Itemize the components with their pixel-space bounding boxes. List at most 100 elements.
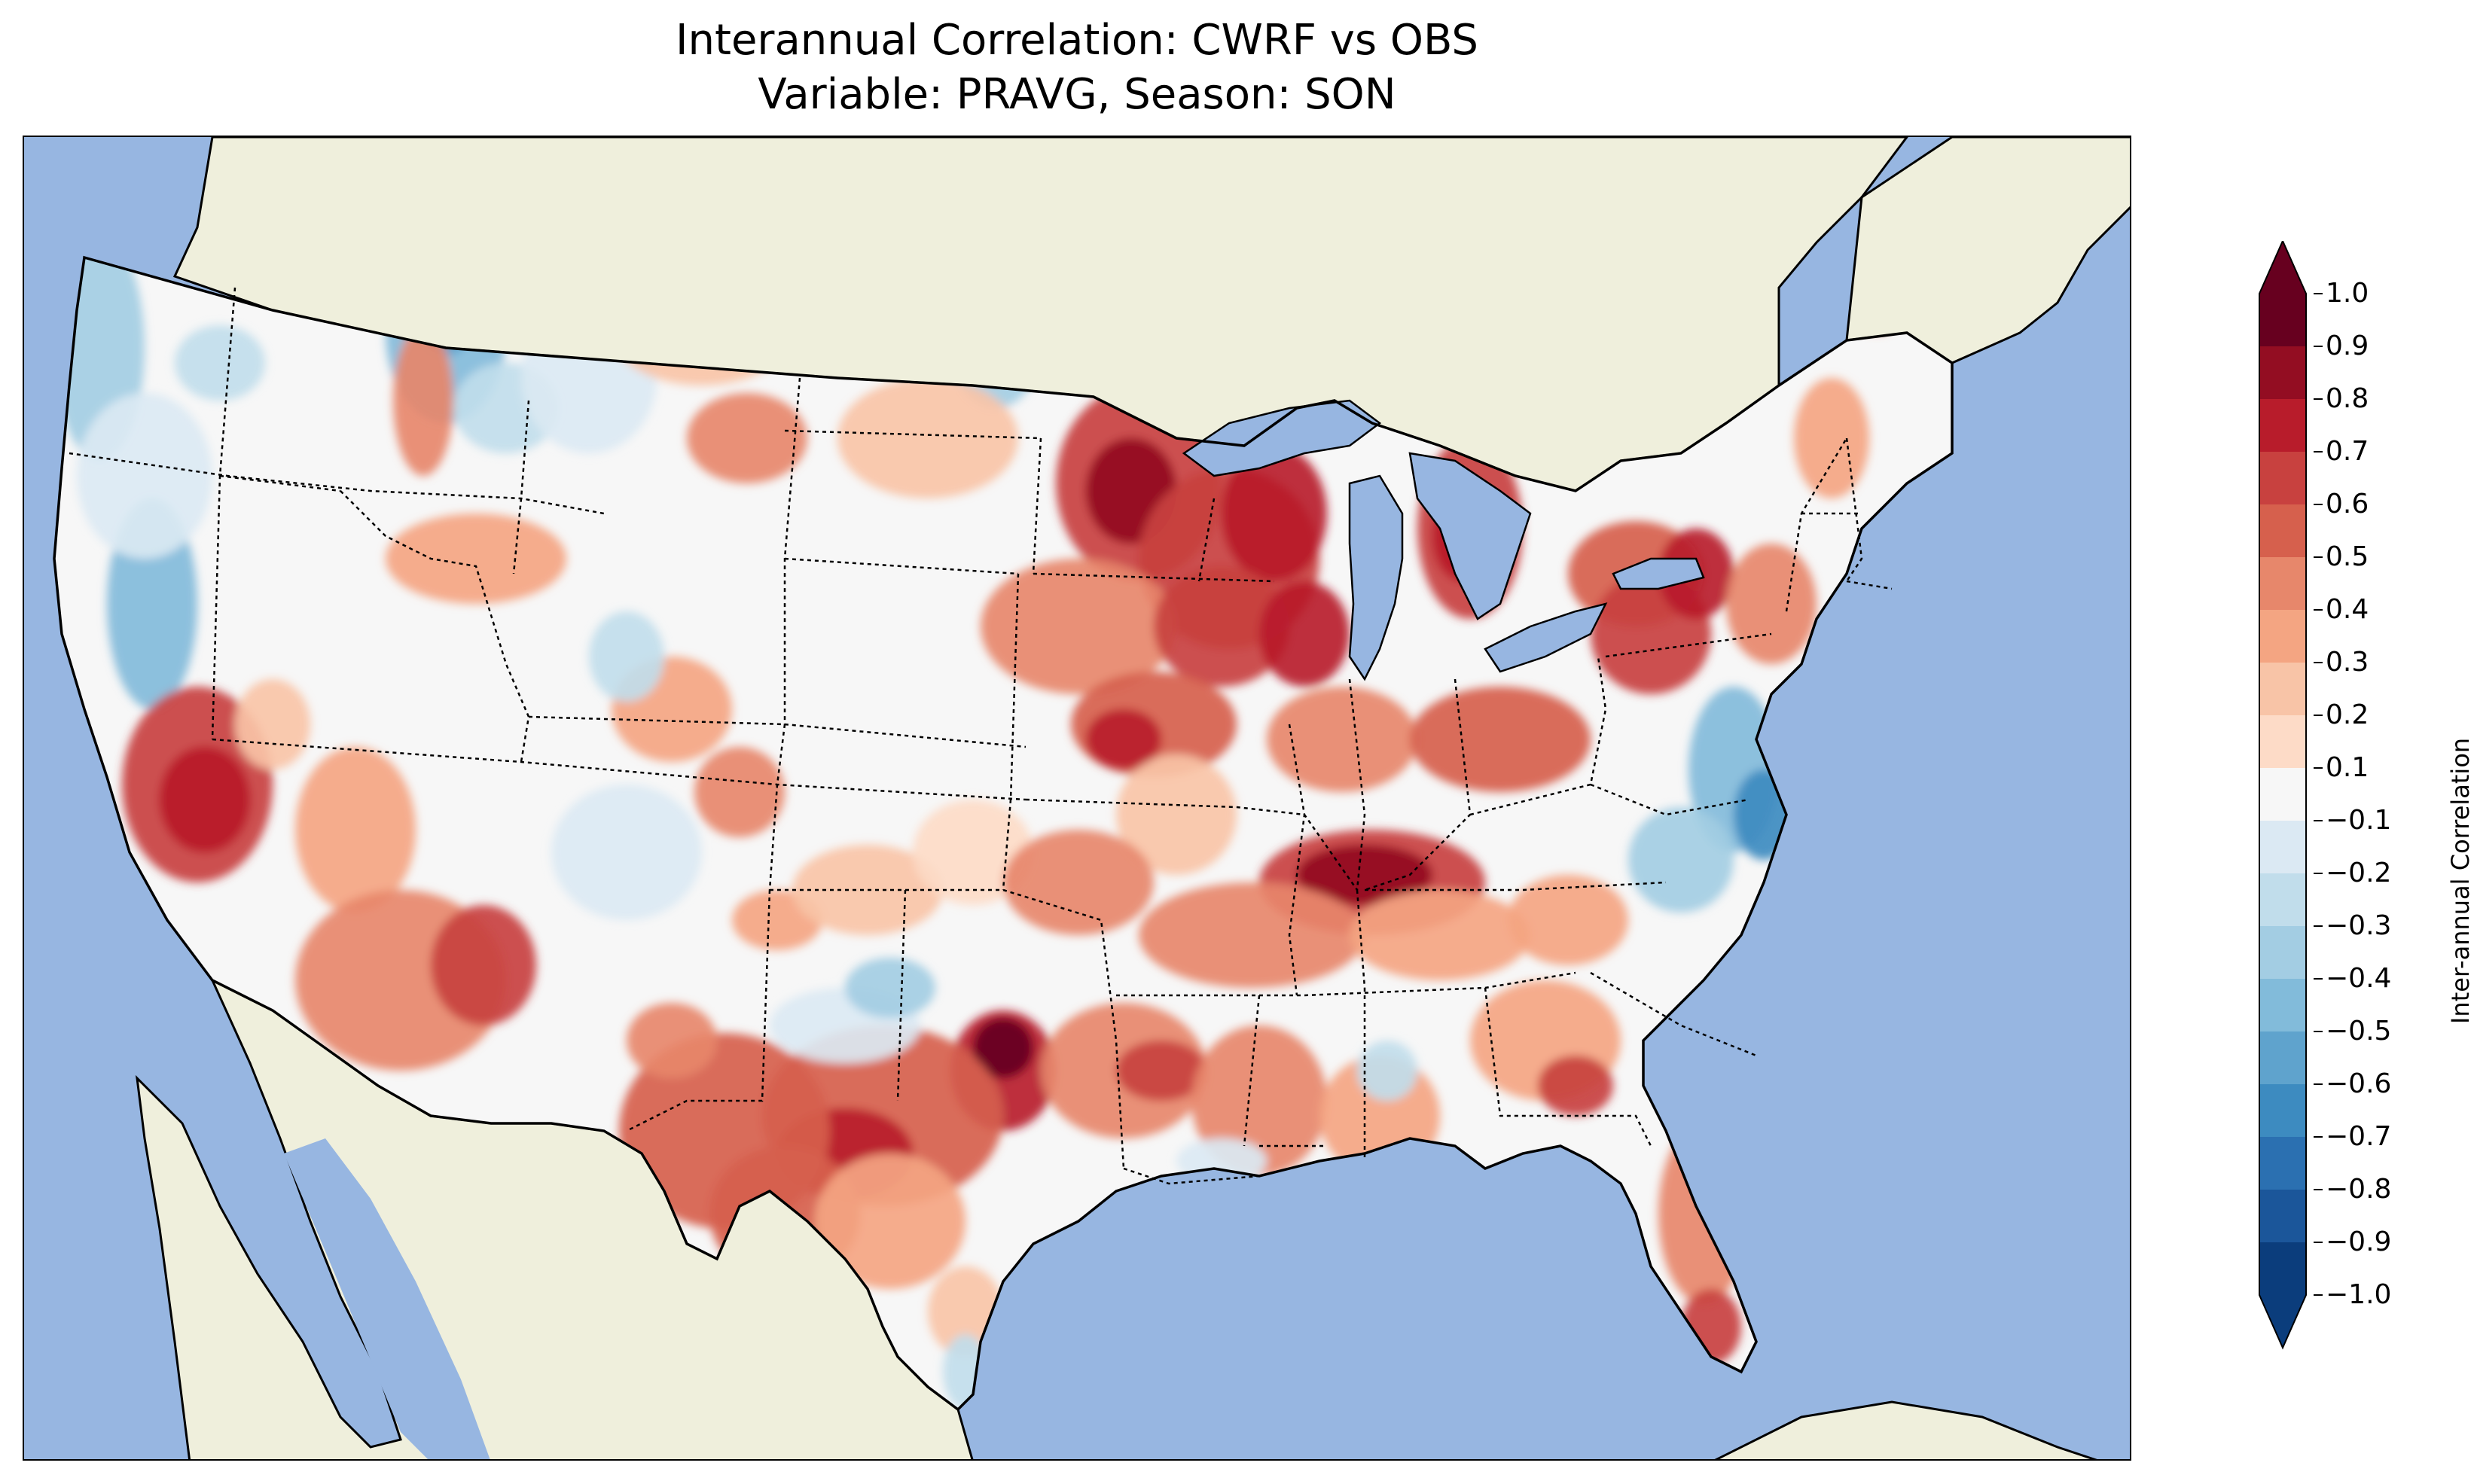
- colorbar-tick-label: 0.6: [2326, 489, 2369, 520]
- colorbar-tick-mark: [2314, 398, 2323, 400]
- correlation-region: [589, 611, 664, 702]
- colorbar-tick-mark: [2314, 1083, 2323, 1085]
- great-lakes: [1182, 399, 1705, 681]
- colorbar-tick-mark: [2314, 662, 2323, 663]
- colorbar-tick-label: −0.2: [2326, 858, 2392, 888]
- colorbar-bin: [2259, 926, 2306, 980]
- colorbar-bin: [2259, 1084, 2306, 1138]
- colorbar-tick-label: 1.0: [2326, 278, 2369, 309]
- correlation-region: [1154, 566, 1289, 687]
- correlation-region: [1003, 830, 1154, 935]
- colorbar-tick-label: −0.5: [2326, 1016, 2392, 1047]
- map-frame: [23, 136, 2131, 1461]
- colorbar-tick-label: 0.4: [2326, 594, 2369, 625]
- colorbar-bin: [2259, 557, 2306, 611]
- colorbar-tick-label: −0.4: [2326, 963, 2392, 994]
- correlation-region: [1191, 1025, 1327, 1176]
- colorbar-tick-label: 0.5: [2326, 541, 2369, 572]
- colorbar-bin: [2259, 663, 2306, 716]
- correlation-region: [981, 559, 1176, 694]
- colorbar-bin: [2259, 294, 2306, 347]
- colorbar-tick-label: 0.3: [2326, 647, 2369, 678]
- chart-title-line-1: Interannual Correlation: CWRF vs OBS: [676, 16, 1478, 65]
- colorbar-bin: [2259, 715, 2306, 769]
- correlation-region: [175, 325, 265, 401]
- colorbar-tick-mark: [2314, 1136, 2323, 1138]
- colorbar-tick-mark: [2314, 1189, 2323, 1190]
- correlation-region: [1259, 581, 1350, 687]
- colorbar-tick-label: −0.1: [2326, 805, 2392, 836]
- colorbar-tick-mark: [2314, 715, 2323, 716]
- colorbar-tick-label: −0.9: [2326, 1227, 2392, 1257]
- correlation-region: [160, 747, 250, 852]
- baja-gulf-water: [284, 1138, 490, 1459]
- correlation-region: [837, 378, 1018, 498]
- colorbar-extend-min: [2259, 1295, 2306, 1348]
- colorbar-bin: [2259, 346, 2306, 400]
- colorbar-tick-mark: [2314, 556, 2323, 558]
- colorbar-tick-label: −0.6: [2326, 1068, 2392, 1099]
- correlation-region: [1267, 687, 1417, 792]
- lake-superior: [1182, 399, 1382, 477]
- colorbar-tick-mark: [2314, 1294, 2323, 1296]
- colorbar: 1.0 0.9 0.8 0.7 0.6 0.5 0.4 0.3 0.2 0.1 −0.1 −0.2 −0…: [2252, 241, 2474, 1370]
- colorbar-tick-mark: [2314, 451, 2323, 453]
- colorbar-scale: [2259, 241, 2307, 1350]
- colorbar-bin: [2259, 504, 2306, 558]
- colorbar-tick-label: 0.2: [2326, 699, 2369, 730]
- correlation-region: [386, 513, 566, 604]
- correlation-region: [845, 958, 935, 1018]
- colorbar-tick-label: 0.8: [2326, 383, 2369, 414]
- colorbar-bin: [2259, 821, 2306, 874]
- colorbar-tick-label: 0.9: [2326, 331, 2369, 361]
- correlation-region: [1726, 544, 1817, 664]
- colorbar-tick-label: −0.8: [2326, 1174, 2392, 1205]
- colorbar-tick-mark: [2314, 609, 2323, 611]
- colorbar-tick-label: −1.0: [2326, 1279, 2392, 1310]
- correlation-region: [1508, 875, 1628, 965]
- colorbar-tick-mark: [2314, 293, 2323, 294]
- colorbar-tick-label: −0.3: [2326, 910, 2392, 941]
- colorbar-bin: [2259, 610, 2306, 663]
- correlation-region: [627, 1003, 717, 1078]
- colorbar-bin: [2259, 399, 2306, 453]
- correlation-region: [1794, 378, 1869, 498]
- correlation-region: [235, 679, 310, 769]
- correlation-region: [1410, 687, 1591, 792]
- correlation-region: [973, 1018, 1033, 1078]
- chart-title-line-2: Variable: PRAVG, Season: SON: [758, 70, 1396, 119]
- lake-michigan: [1348, 474, 1404, 681]
- colorbar-tick-mark: [2314, 1031, 2323, 1032]
- correlation-region: [431, 905, 536, 1025]
- colorbar-tick-mark: [2314, 925, 2323, 927]
- correlation-region: [815, 1153, 966, 1289]
- correlation-region: [1538, 1056, 1613, 1116]
- correlation-region: [1086, 709, 1161, 769]
- colorbar-bin: [2259, 768, 2306, 821]
- correlation-region: [1357, 1041, 1417, 1101]
- correlation-region: [1350, 890, 1530, 980]
- cuba-land: [1714, 1400, 2097, 1459]
- correlation-map: [24, 137, 2130, 1459]
- colorbar-bin: [2259, 1190, 2306, 1243]
- correlation-region: [694, 747, 785, 837]
- colorbar-bin: [2259, 873, 2306, 927]
- correlation-region: [913, 800, 1033, 905]
- colorbar-tick-mark: [2314, 504, 2323, 505]
- lake-ontario: [1612, 557, 1705, 590]
- colorbar-extend-max: [2259, 241, 2306, 294]
- colorbar-label: Inter-annual Correlation: [2446, 737, 2474, 1024]
- colorbar-bin: [2259, 452, 2306, 505]
- correlation-region: [1628, 807, 1734, 913]
- colorbar-bin: [2259, 1137, 2306, 1190]
- correlation-region: [77, 393, 212, 559]
- lake-erie: [1484, 602, 1608, 673]
- correlation-region: [295, 747, 416, 913]
- lake-huron: [1408, 452, 1532, 620]
- correlation-region: [687, 393, 807, 483]
- colorbar-bin: [2259, 979, 2306, 1032]
- correlation-region: [1222, 446, 1327, 581]
- colorbar-tick-mark: [2314, 346, 2323, 347]
- correlation-region: [1139, 882, 1365, 988]
- correlation-region: [1116, 754, 1237, 875]
